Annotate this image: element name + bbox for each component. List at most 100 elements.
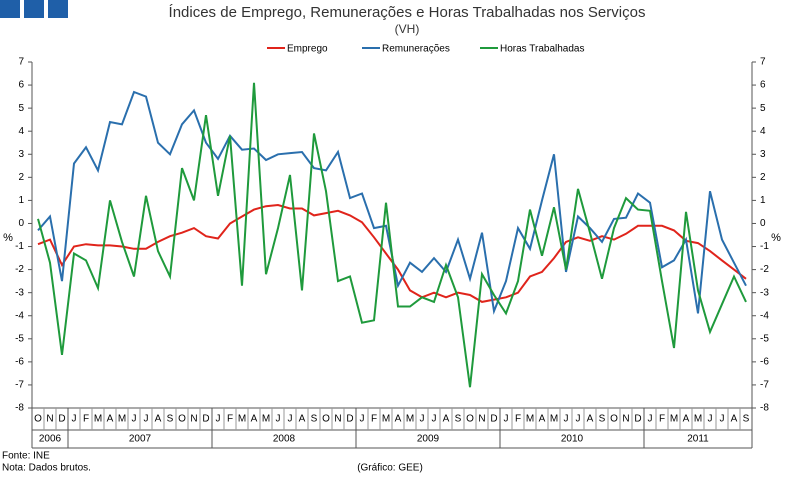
x-tick-label: N: [478, 414, 485, 425]
y2-tick-label: -6: [760, 357, 769, 368]
y2-tick-label: -1: [760, 241, 769, 252]
y2-tick-label: 7: [760, 57, 766, 68]
header-block: [48, 0, 68, 18]
x-tick-label: F: [659, 414, 665, 425]
year-label: 2007: [129, 434, 152, 445]
chart-subtitle: (VH): [395, 22, 420, 36]
y2-tick-label: -2: [760, 264, 769, 275]
source: Fonte: INE: [2, 451, 50, 462]
y-axis-label: %: [3, 232, 13, 244]
x-tick-label: J: [216, 414, 221, 425]
x-tick-label: N: [334, 414, 341, 425]
y-tick-label: -6: [15, 357, 24, 368]
x-tick-label: J: [720, 414, 725, 425]
x-tick-label: A: [683, 414, 690, 425]
x-tick-label: J: [576, 414, 581, 425]
legend-label: Horas Trabalhadas: [500, 44, 585, 55]
x-tick-label: J: [420, 414, 425, 425]
x-tick-label: M: [94, 414, 102, 425]
x-tick-label: N: [622, 414, 629, 425]
x-tick-label: A: [443, 414, 450, 425]
y2-axis-label: %: [771, 232, 781, 244]
x-tick-label: D: [490, 414, 497, 425]
x-tick-label: D: [58, 414, 65, 425]
y-tick-label: 4: [18, 126, 24, 137]
y-tick-label: 3: [18, 149, 24, 160]
x-tick-label: J: [564, 414, 569, 425]
x-tick-label: M: [238, 414, 246, 425]
y2-tick-label: -5: [760, 333, 769, 344]
x-tick-label: J: [276, 414, 281, 425]
header-block: [24, 0, 44, 18]
x-tick-label: J: [132, 414, 137, 425]
x-tick-label: J: [648, 414, 653, 425]
x-tick-label: S: [599, 414, 606, 425]
x-tick-label: J: [360, 414, 365, 425]
x-tick-label: J: [708, 414, 713, 425]
y2-tick-label: 5: [760, 103, 766, 114]
year-label: 2010: [561, 434, 584, 445]
credit: (Gráfico: GEE): [357, 463, 423, 474]
y-tick-label: -1: [15, 241, 24, 252]
year-label: 2008: [273, 434, 296, 445]
x-tick-label: O: [178, 414, 186, 425]
x-tick-label: O: [322, 414, 330, 425]
y-tick-label: -3: [15, 287, 24, 298]
year-label: 2011: [687, 434, 709, 445]
x-tick-label: F: [83, 414, 89, 425]
x-tick-label: J: [288, 414, 293, 425]
y-tick-label: -5: [15, 333, 24, 344]
y-tick-label: 7: [18, 57, 24, 68]
y-tick-label: 6: [18, 80, 24, 91]
x-tick-label: M: [262, 414, 270, 425]
y2-tick-label: -8: [760, 403, 769, 414]
x-tick-label: J: [144, 414, 149, 425]
x-tick-label: O: [34, 414, 42, 425]
x-tick-label: O: [466, 414, 474, 425]
x-tick-label: M: [382, 414, 390, 425]
x-tick-label: A: [539, 414, 546, 425]
x-tick-label: J: [432, 414, 437, 425]
y-tick-label: 0: [18, 218, 24, 229]
year-label: 2006: [39, 434, 62, 445]
x-tick-label: A: [251, 414, 258, 425]
year-label: 2009: [417, 434, 440, 445]
x-tick-label: M: [550, 414, 558, 425]
x-tick-label: F: [515, 414, 521, 425]
y2-tick-label: 0: [760, 218, 766, 229]
x-tick-label: M: [670, 414, 678, 425]
legend-label: Emprego: [287, 44, 328, 55]
y2-tick-label: 3: [760, 149, 766, 160]
x-tick-label: D: [634, 414, 641, 425]
y-tick-label: 5: [18, 103, 24, 114]
y2-tick-label: 6: [760, 80, 766, 91]
chart-title: Índices de Emprego, Remunerações e Horas…: [169, 4, 646, 21]
y-tick-label: -2: [15, 264, 24, 275]
y-tick-label: 2: [18, 172, 24, 183]
y2-tick-label: 4: [760, 126, 766, 137]
header-block: [0, 0, 20, 18]
x-tick-label: A: [107, 414, 114, 425]
x-tick-label: S: [311, 414, 318, 425]
y2-tick-label: 2: [760, 172, 766, 183]
x-tick-label: A: [395, 414, 402, 425]
x-tick-label: O: [610, 414, 618, 425]
y2-tick-label: -4: [760, 310, 769, 321]
x-tick-label: A: [587, 414, 594, 425]
x-tick-label: M: [406, 414, 414, 425]
series-line: [37, 82, 747, 388]
x-tick-label: N: [46, 414, 53, 425]
x-tick-label: A: [155, 414, 162, 425]
y-tick-label: -7: [15, 380, 24, 391]
x-tick-label: J: [504, 414, 509, 425]
legend-label: Remunerações: [382, 44, 450, 55]
x-tick-label: J: [72, 414, 77, 425]
x-tick-label: F: [371, 414, 377, 425]
y-tick-label: -4: [15, 310, 24, 321]
x-tick-label: S: [167, 414, 174, 425]
x-tick-label: N: [190, 414, 197, 425]
x-tick-label: S: [743, 414, 750, 425]
y2-tick-label: -3: [760, 287, 769, 298]
x-tick-label: D: [346, 414, 353, 425]
